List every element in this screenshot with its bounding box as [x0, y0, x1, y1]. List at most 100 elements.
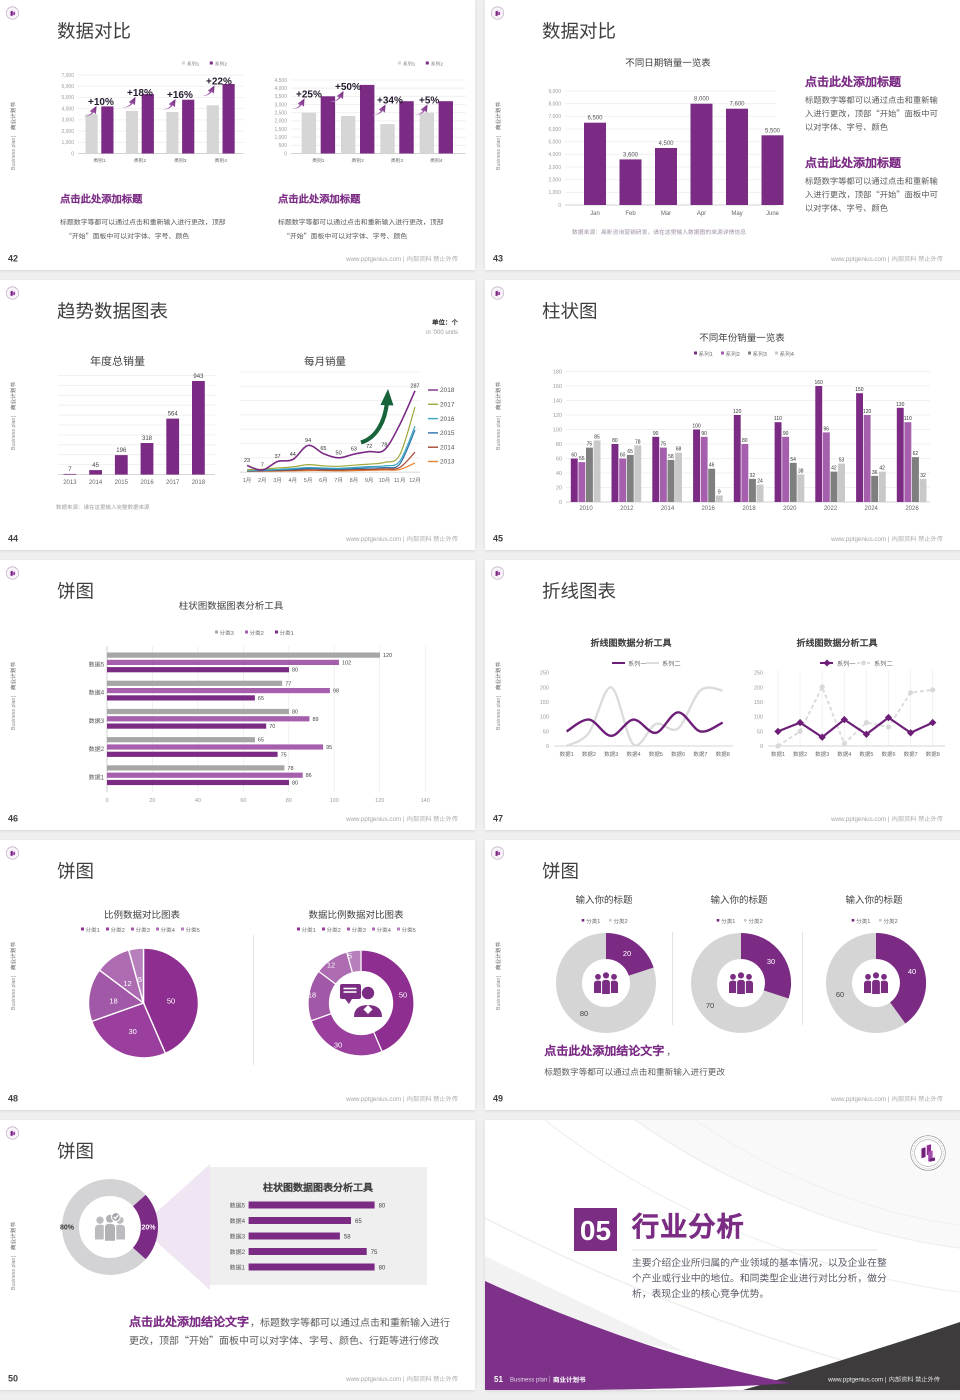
svg-text:Apr: Apr — [697, 211, 706, 217]
svg-text:50: 50 — [757, 729, 763, 735]
svg-text:20: 20 — [149, 798, 155, 804]
svg-text:5: 5 — [413, 928, 416, 934]
svg-text:5,500: 5,500 — [765, 128, 781, 134]
svg-text:44: 44 — [290, 452, 296, 458]
svg-text:250: 250 — [540, 671, 549, 677]
svg-text:1: 1 — [242, 1266, 246, 1272]
svg-text:4: 4 — [224, 158, 227, 164]
svg-text:2010: 2010 — [579, 506, 593, 512]
svg-text:2013: 2013 — [63, 480, 77, 486]
svg-text:2014: 2014 — [661, 506, 675, 512]
svg-text:6: 6 — [682, 752, 685, 758]
svg-text:32: 32 — [920, 473, 926, 479]
svg-text:110: 110 — [774, 416, 782, 422]
svg-text:2016: 2016 — [702, 506, 716, 512]
svg-text:www.pptgenius.com |: www.pptgenius.com | — [827, 1377, 887, 1384]
svg-text:2: 2 — [242, 1250, 246, 1256]
svg-text:June: June — [766, 211, 780, 217]
svg-text:|: | — [11, 696, 17, 697]
svg-text:+18%: +18% — [127, 88, 153, 99]
svg-text:+34%: +34% — [377, 96, 403, 107]
svg-text:75: 75 — [371, 1250, 378, 1256]
svg-text:160: 160 — [815, 380, 824, 386]
svg-text:65: 65 — [627, 449, 633, 455]
svg-text:1: 1 — [322, 158, 325, 164]
svg-text:5: 5 — [660, 752, 663, 758]
svg-text:80: 80 — [292, 668, 298, 674]
svg-text:180: 180 — [553, 369, 562, 375]
svg-text:3,600: 3,600 — [623, 152, 639, 158]
svg-text:3: 3 — [101, 719, 105, 725]
svg-text:8,000: 8,000 — [548, 102, 561, 108]
svg-text:+25%: +25% — [296, 90, 322, 101]
svg-text:1,000: 1,000 — [274, 135, 287, 141]
svg-text:2,000: 2,000 — [61, 129, 74, 135]
svg-text:24: 24 — [757, 479, 763, 485]
svg-text:50: 50 — [167, 997, 175, 1006]
svg-text:60: 60 — [240, 798, 246, 804]
svg-text:Business plan: Business plan — [11, 138, 17, 170]
svg-text:12: 12 — [409, 478, 415, 484]
svg-text:80: 80 — [556, 442, 562, 448]
svg-text:42: 42 — [8, 254, 18, 264]
svg-text:7: 7 — [704, 752, 707, 758]
svg-text:4: 4 — [289, 478, 292, 484]
svg-text:+50%: +50% — [335, 82, 361, 93]
svg-text:75: 75 — [281, 752, 287, 758]
svg-text:12: 12 — [327, 961, 335, 970]
svg-text:8: 8 — [937, 752, 940, 758]
svg-text:500: 500 — [279, 143, 288, 149]
svg-text:6,000: 6,000 — [61, 84, 74, 90]
svg-text:2015: 2015 — [440, 430, 455, 437]
svg-text:4,500: 4,500 — [658, 141, 674, 147]
svg-text:2024: 2024 — [865, 506, 879, 512]
svg-text:3: 3 — [400, 158, 403, 164]
svg-text:Business plan: Business plan — [11, 698, 17, 730]
svg-text:37: 37 — [274, 454, 280, 460]
svg-text:2017: 2017 — [166, 480, 180, 486]
svg-text:www.pptgenius.com |: www.pptgenius.com | — [345, 536, 405, 543]
svg-text:www.pptgenius.com |: www.pptgenius.com | — [830, 536, 890, 543]
svg-text:2: 2 — [224, 62, 227, 68]
svg-text:2: 2 — [593, 752, 596, 758]
svg-text:23: 23 — [244, 458, 250, 464]
svg-text:+5%: +5% — [419, 96, 439, 107]
svg-text:11: 11 — [394, 478, 400, 484]
svg-text:50: 50 — [399, 991, 407, 1000]
svg-text:75: 75 — [661, 442, 667, 448]
svg-text:46: 46 — [709, 463, 715, 469]
svg-text:98: 98 — [333, 689, 339, 695]
svg-text:65: 65 — [320, 446, 326, 452]
svg-text:1: 1 — [103, 158, 106, 164]
svg-text:4: 4 — [172, 928, 175, 934]
svg-text:1: 1 — [243, 478, 246, 484]
svg-text:68: 68 — [676, 447, 682, 453]
svg-text:0: 0 — [546, 744, 549, 750]
svg-text:55: 55 — [579, 456, 585, 462]
svg-text:80: 80 — [742, 438, 748, 444]
svg-text:58: 58 — [344, 1235, 351, 1241]
svg-text:2017: 2017 — [440, 402, 455, 409]
svg-text:2: 2 — [440, 62, 443, 68]
svg-text:6,500: 6,500 — [587, 116, 603, 122]
svg-text:5: 5 — [870, 752, 873, 758]
svg-text:4: 4 — [440, 158, 443, 164]
svg-text:49: 49 — [493, 1094, 503, 1104]
svg-text:20: 20 — [556, 485, 562, 491]
svg-text:120: 120 — [733, 409, 742, 415]
svg-text:Business plan: Business plan — [11, 1258, 17, 1290]
svg-text:80: 80 — [292, 781, 298, 787]
svg-text:3: 3 — [147, 928, 150, 934]
svg-text:12: 12 — [123, 979, 131, 988]
svg-text:63: 63 — [351, 447, 357, 453]
svg-text:|: | — [496, 136, 502, 137]
svg-text:www.pptgenius.com |: www.pptgenius.com | — [345, 1376, 405, 1383]
svg-text:2018: 2018 — [742, 506, 756, 512]
svg-text:80: 80 — [612, 438, 618, 444]
svg-text:www.pptgenius.com |: www.pptgenius.com | — [830, 816, 890, 823]
svg-text:3: 3 — [184, 158, 187, 164]
svg-text:7: 7 — [261, 463, 264, 469]
svg-text:Business plan: Business plan — [11, 418, 17, 450]
svg-text:78: 78 — [381, 442, 387, 448]
svg-text:5: 5 — [197, 928, 200, 934]
